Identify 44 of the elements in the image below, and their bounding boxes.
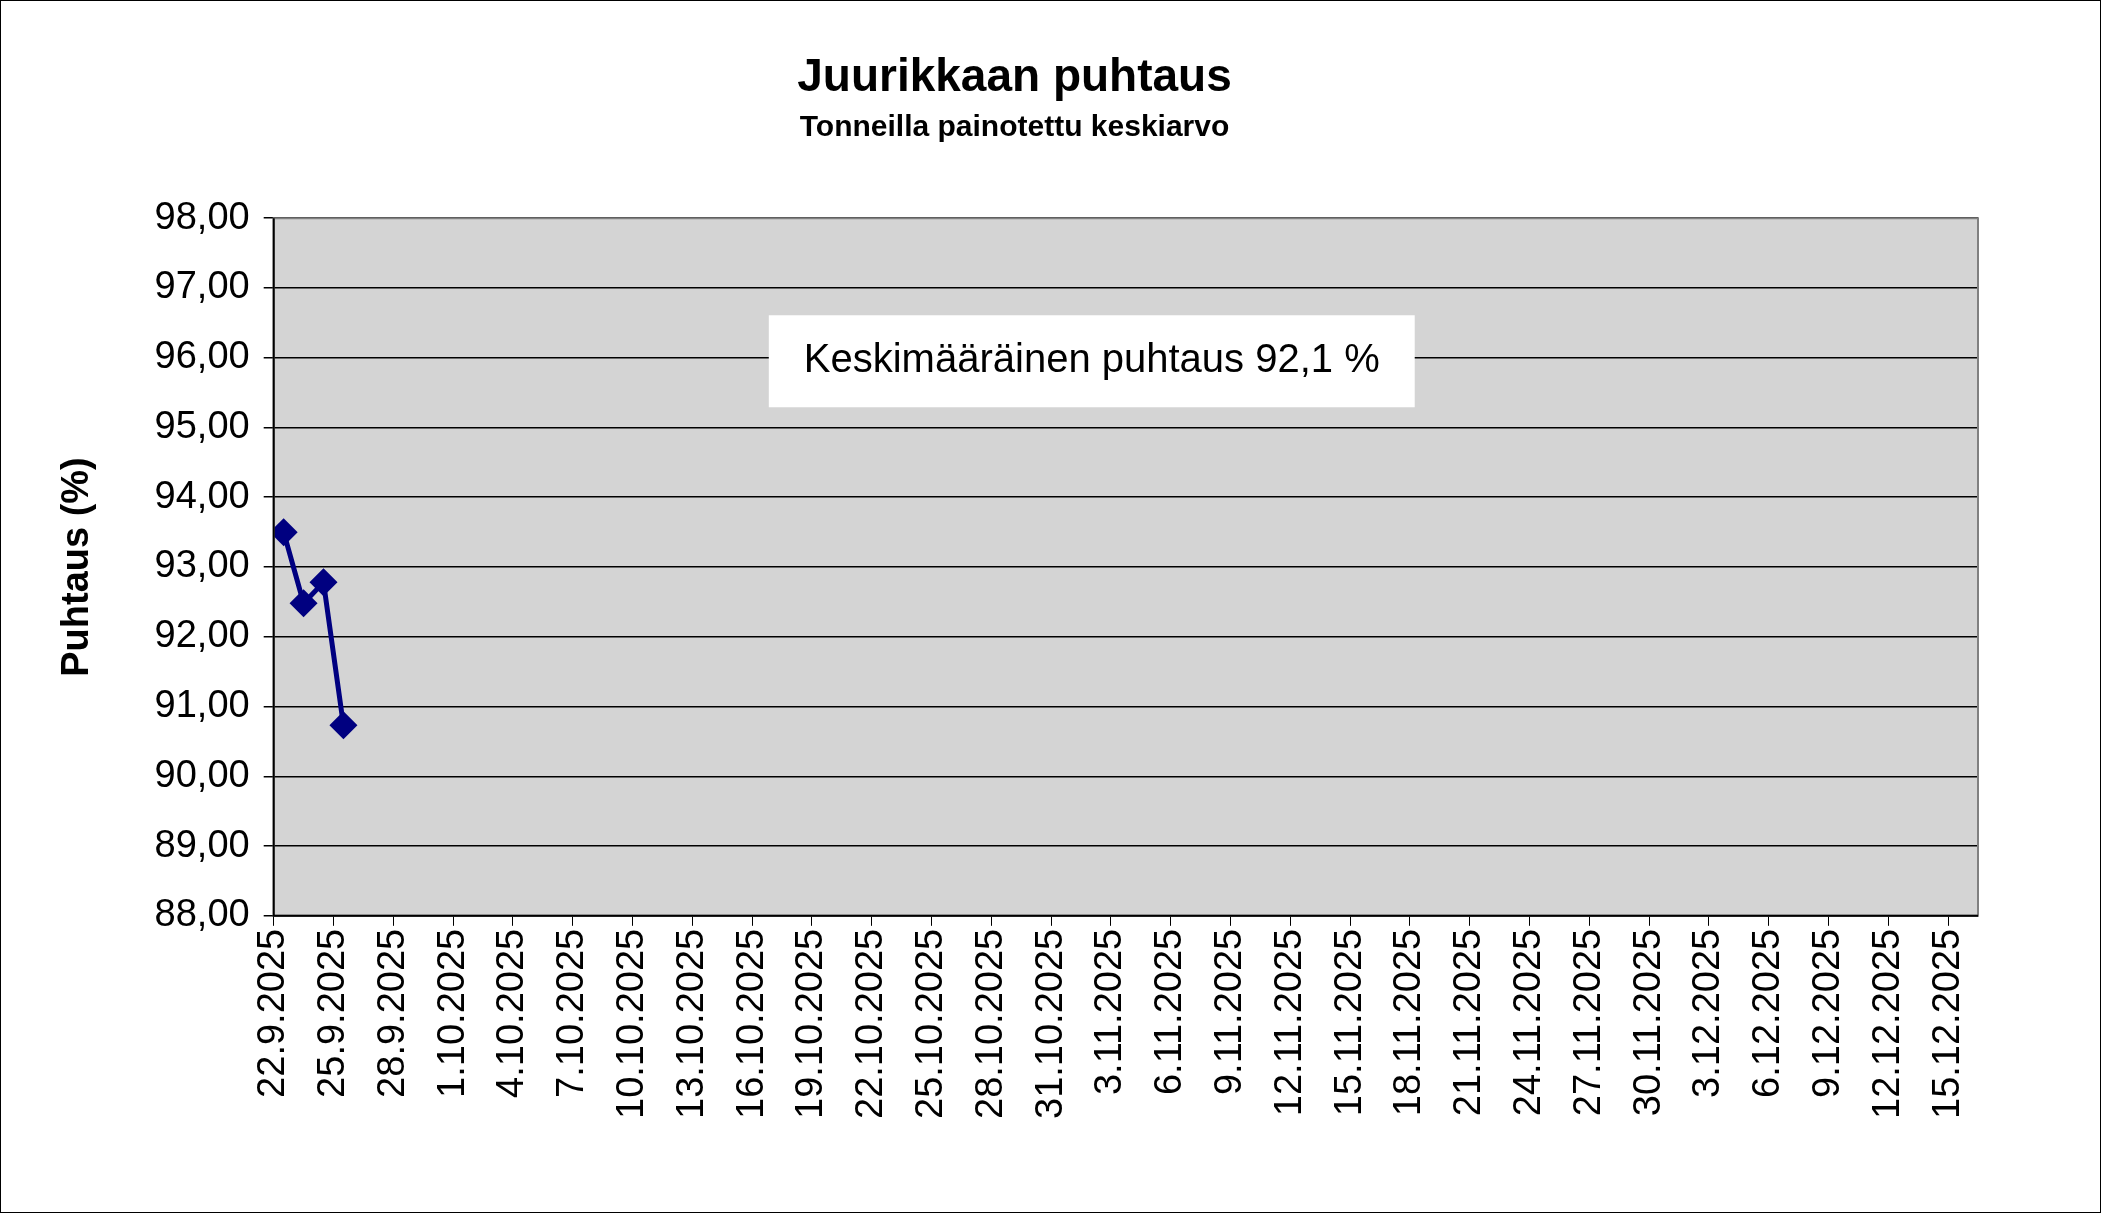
x-tick-label: 9.11.2025 bbox=[1206, 928, 1249, 1096]
y-tick-label: 91,00 bbox=[154, 683, 250, 726]
x-tick-label: 18.11.2025 bbox=[1386, 928, 1429, 1117]
x-tick-label: 12.12.2025 bbox=[1864, 928, 1907, 1119]
y-axis-title: Puhtaus (%) bbox=[54, 457, 97, 677]
x-tick-label: 6.12.2025 bbox=[1745, 928, 1788, 1098]
y-tick-label: 90,00 bbox=[154, 752, 250, 795]
y-tick-label: 88,00 bbox=[154, 892, 250, 935]
x-tick-label: 3.12.2025 bbox=[1685, 928, 1728, 1098]
x-tick-label: 16.10.2025 bbox=[728, 928, 771, 1119]
x-tick-label: 10.10.2025 bbox=[608, 928, 651, 1119]
y-tick-label: 96,00 bbox=[154, 334, 250, 377]
x-tick-label: 13.10.2025 bbox=[668, 928, 711, 1119]
x-tick-label: 3.11.2025 bbox=[1087, 928, 1130, 1096]
x-tick-label: 1.10.2025 bbox=[429, 928, 472, 1098]
x-tick-label: 21.11.2025 bbox=[1446, 928, 1489, 1117]
y-tick-label: 92,00 bbox=[154, 613, 250, 656]
x-tick-label: 31.10.2025 bbox=[1027, 928, 1070, 1119]
annotation: Keskimääräinen puhtaus 92,1 % bbox=[803, 336, 1380, 381]
x-tick-label: 15.11.2025 bbox=[1326, 928, 1369, 1117]
x-tick-label: 25.9.2025 bbox=[309, 928, 352, 1098]
chart-title: Juurikkaan puhtaus bbox=[797, 49, 1232, 102]
x-tick-label: 24.11.2025 bbox=[1505, 928, 1548, 1117]
chart-subtitle: Tonneilla painotettu keskiarvo bbox=[799, 109, 1230, 143]
x-tick-label: 22.9.2025 bbox=[250, 928, 293, 1098]
y-tick-label: 89,00 bbox=[154, 822, 250, 865]
y-tick-label: 95,00 bbox=[154, 403, 250, 446]
x-tick-label: 25.10.2025 bbox=[907, 928, 950, 1119]
x-tick-label: 4.10.2025 bbox=[489, 928, 532, 1098]
x-tick-label: 30.11.2025 bbox=[1625, 928, 1668, 1117]
x-tick-label: 19.10.2025 bbox=[788, 928, 831, 1119]
x-tick-label: 15.12.2025 bbox=[1924, 928, 1967, 1119]
x-tick-label: 9.12.2025 bbox=[1804, 928, 1847, 1098]
x-tick-label: 22.10.2025 bbox=[848, 928, 891, 1119]
y-tick-label: 97,00 bbox=[154, 264, 250, 307]
y-tick-label: 98,00 bbox=[154, 194, 250, 237]
x-tick-label: 12.11.2025 bbox=[1266, 928, 1309, 1117]
x-tick-label: 28.9.2025 bbox=[369, 928, 412, 1098]
x-tick-label: 6.11.2025 bbox=[1147, 928, 1190, 1096]
x-tick-label: 7.10.2025 bbox=[549, 928, 592, 1098]
x-tick-label: 28.10.2025 bbox=[967, 928, 1010, 1119]
x-tick-label: 27.11.2025 bbox=[1565, 928, 1608, 1117]
y-tick-label: 94,00 bbox=[154, 473, 250, 516]
y-tick-label: 93,00 bbox=[154, 543, 250, 586]
